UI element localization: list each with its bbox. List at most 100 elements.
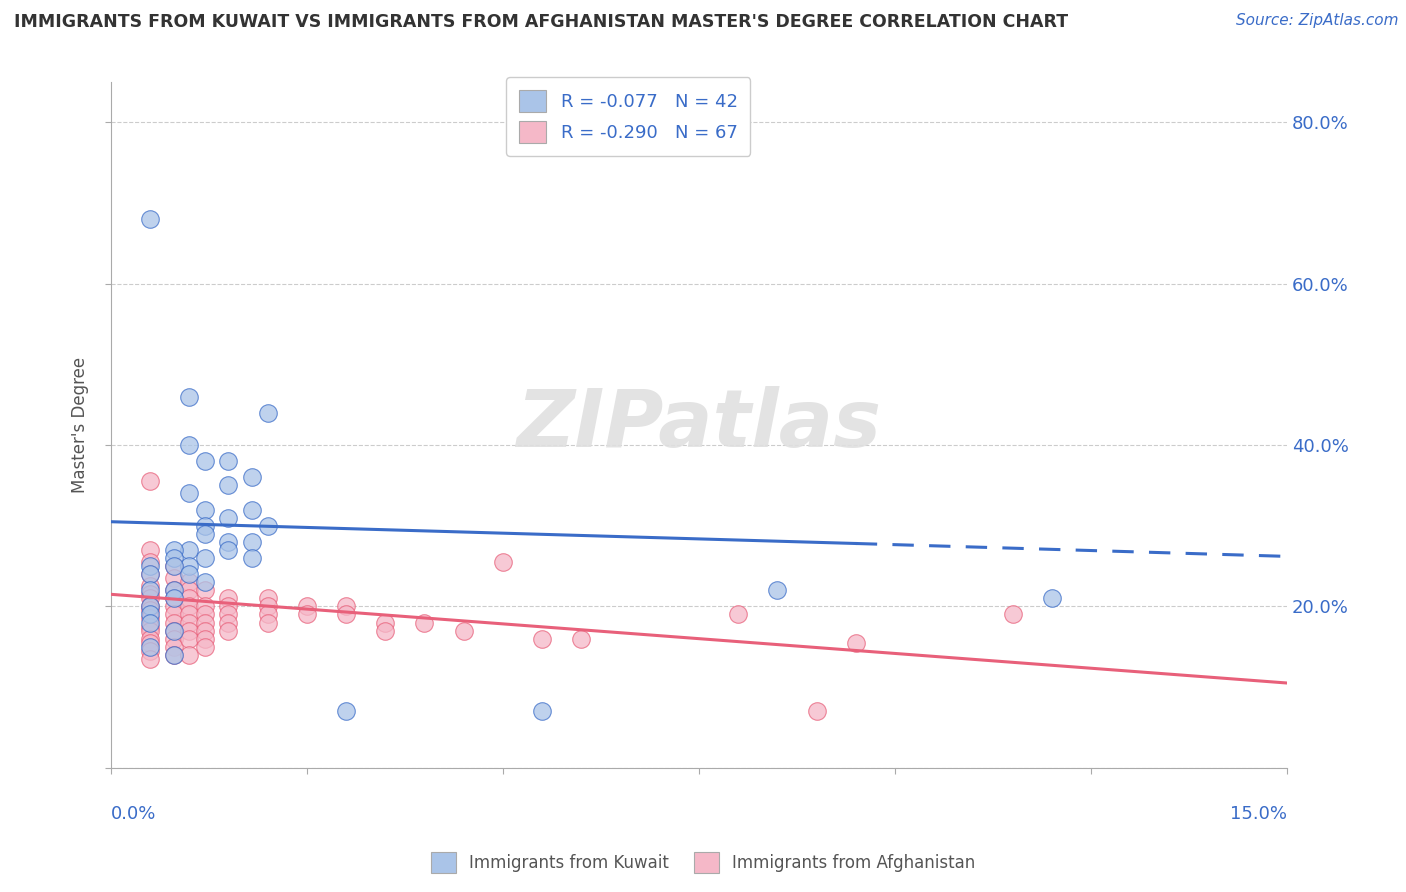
Point (162, 632, 184, 646)
Point (217, 478, 239, 492)
Point (194, 624, 217, 638)
Point (194, 583, 217, 598)
Point (374, 615, 396, 630)
Point (845, 636, 868, 650)
Point (139, 624, 162, 638)
Text: IMMIGRANTS FROM KUWAIT VS IMMIGRANTS FROM AFGHANISTAN MASTER'S DEGREE CORRELATIO: IMMIGRANTS FROM KUWAIT VS IMMIGRANTS FRO… (14, 13, 1069, 31)
Point (139, 632, 162, 646)
Point (139, 636, 162, 650)
Point (217, 599, 239, 614)
Point (179, 567, 201, 582)
Point (139, 599, 162, 614)
Point (179, 607, 201, 622)
Point (492, 555, 515, 569)
Legend: Immigrants from Kuwait, Immigrants from Afghanistan: Immigrants from Kuwait, Immigrants from … (425, 846, 981, 880)
Point (256, 599, 278, 614)
Point (162, 543, 184, 558)
Point (179, 599, 201, 614)
Point (194, 632, 217, 646)
Point (240, 470, 263, 484)
Point (453, 624, 475, 638)
Point (139, 567, 162, 582)
Point (162, 624, 184, 638)
Point (162, 599, 184, 614)
Point (335, 599, 357, 614)
Point (162, 607, 184, 622)
Point (413, 615, 436, 630)
Point (139, 591, 162, 606)
Point (179, 486, 201, 500)
Point (1040, 591, 1063, 606)
Point (194, 526, 217, 541)
Point (139, 579, 162, 593)
Point (217, 454, 239, 468)
Point (335, 607, 357, 622)
Point (139, 611, 162, 625)
Point (162, 640, 184, 654)
Point (179, 390, 201, 404)
Point (194, 640, 217, 654)
Point (139, 475, 162, 489)
Point (766, 583, 789, 598)
Point (162, 591, 184, 606)
Point (217, 591, 239, 606)
Point (162, 551, 184, 566)
Point (162, 559, 184, 574)
Point (179, 615, 201, 630)
Point (162, 571, 184, 585)
Point (217, 510, 239, 524)
Text: 0.0%: 0.0% (111, 805, 156, 823)
Point (139, 607, 162, 622)
Text: 15.0%: 15.0% (1230, 805, 1286, 823)
Point (139, 567, 162, 582)
Point (240, 502, 263, 516)
Point (139, 640, 162, 654)
Point (139, 587, 162, 601)
Point (179, 575, 201, 590)
Point (194, 607, 217, 622)
Point (217, 543, 239, 558)
Point (569, 632, 592, 646)
Point (139, 555, 162, 569)
Point (256, 607, 278, 622)
Point (727, 607, 749, 622)
Point (256, 406, 278, 420)
Point (139, 603, 162, 617)
Legend: R = -0.077   N = 42, R = -0.290   N = 67: R = -0.077 N = 42, R = -0.290 N = 67 (506, 78, 751, 156)
Point (162, 583, 184, 598)
Point (139, 644, 162, 658)
Point (194, 599, 217, 614)
Point (295, 607, 318, 622)
Text: ZIPatlas: ZIPatlas (516, 386, 882, 464)
Point (194, 575, 217, 590)
Point (217, 607, 239, 622)
Text: Source: ZipAtlas.com: Source: ZipAtlas.com (1236, 13, 1399, 29)
Point (256, 615, 278, 630)
Point (179, 543, 201, 558)
Point (194, 502, 217, 516)
Point (162, 615, 184, 630)
Point (335, 704, 357, 718)
Point (179, 632, 201, 646)
Point (139, 543, 162, 558)
Point (179, 648, 201, 662)
Point (531, 632, 554, 646)
Point (139, 619, 162, 633)
Point (139, 615, 162, 630)
Point (139, 652, 162, 666)
Point (139, 559, 162, 574)
Point (194, 615, 217, 630)
Point (162, 648, 184, 662)
Point (531, 704, 554, 718)
Point (179, 624, 201, 638)
Point (162, 583, 184, 598)
Point (256, 518, 278, 533)
Point (194, 454, 217, 468)
Point (139, 583, 162, 598)
Point (256, 591, 278, 606)
Point (194, 551, 217, 566)
Point (1001, 607, 1024, 622)
Point (217, 624, 239, 638)
Point (806, 704, 828, 718)
Point (217, 534, 239, 549)
